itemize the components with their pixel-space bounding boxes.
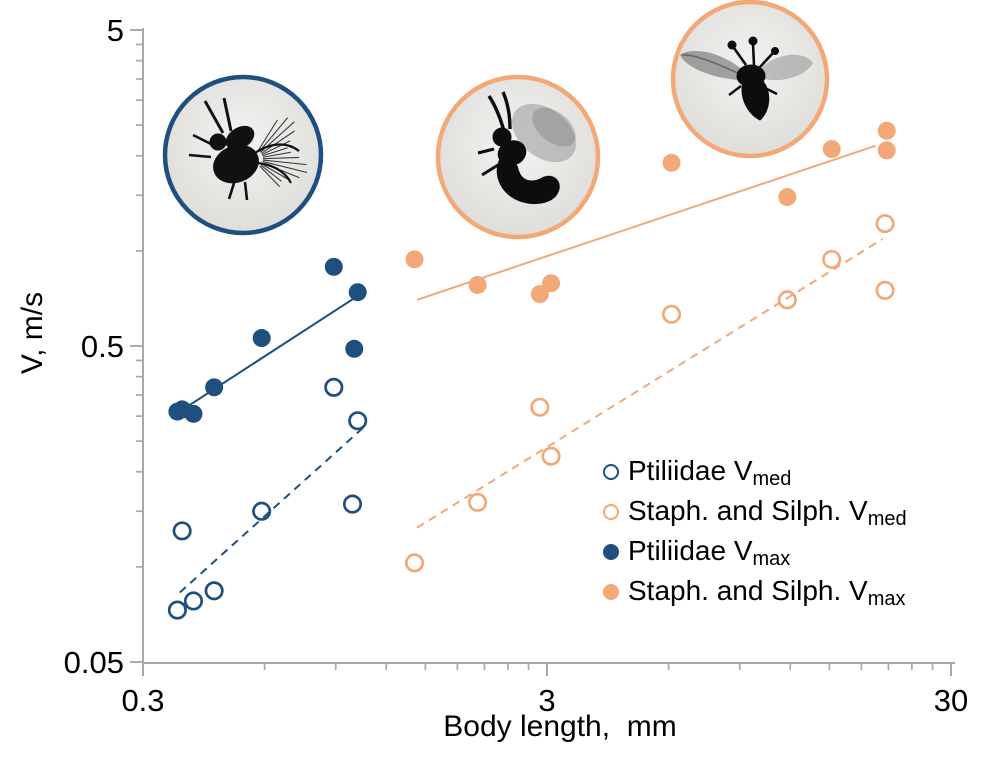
filled-circle-marker [603, 584, 619, 600]
trendlines [171, 144, 883, 594]
wing-membrane [512, 103, 576, 163]
leg [477, 147, 499, 177]
abdomen [213, 144, 259, 184]
open-circle-marker [603, 504, 619, 520]
data-point [405, 250, 424, 269]
antenna-club [771, 47, 779, 55]
legend-item-staph-and-silph-v-max: Staph. and Silph. Vmax [603, 572, 907, 612]
y-tick-label: 0.05 [64, 645, 124, 680]
series-ptiliidae-vmax [168, 257, 367, 423]
data-point [877, 121, 896, 140]
legend: Ptiliidae Vmed Staph. and Silph. Vmed Ptil… [603, 452, 907, 612]
data-point [542, 274, 561, 293]
antenna [222, 97, 233, 132]
trendline-solid-orange [416, 144, 876, 301]
leg [728, 85, 778, 96]
data-point [822, 249, 842, 269]
legend-item-staph-and-silph-v-med: Staph. and Silph. Vmed [603, 492, 907, 532]
trendline-dashed-blue [179, 427, 364, 594]
leg [227, 179, 249, 201]
data-point [875, 214, 895, 234]
legend-label-text: Ptiliidae V [628, 534, 753, 566]
series-staph-and-silph-vmed [404, 214, 895, 573]
legend-label-text: Staph. and Silph. V [628, 574, 868, 606]
data-point [348, 411, 368, 431]
head [209, 133, 227, 151]
data-point [183, 591, 204, 611]
y-axis-title: V, m/s [16, 291, 49, 375]
legend-label-subscript: med [867, 507, 907, 530]
data-point [541, 446, 561, 466]
x-tick-label: 0.3 [121, 683, 164, 718]
antenna-club [748, 36, 758, 46]
right-wing [759, 54, 813, 81]
silphidae-silhouette [727, 36, 779, 121]
axes: 0.3 3 30 5 0.5 0.05 [64, 13, 969, 718]
filled-circle-marker [603, 544, 619, 560]
wing-vein [681, 54, 743, 76]
antenna-club [727, 40, 737, 50]
data-point [348, 283, 367, 302]
legend-label: Ptiliidae Vmed [628, 454, 792, 490]
antenna [203, 100, 225, 134]
series-staph-and-silph-vmax [405, 121, 896, 304]
staphylinidae-photo [435, 74, 601, 240]
y-tick-label: 0.5 [81, 329, 124, 364]
staphylinidae-silhouette [477, 91, 560, 204]
antenna [501, 91, 512, 130]
wing-membrane [532, 107, 576, 147]
data-point [205, 378, 224, 397]
data-point [468, 275, 487, 294]
legend-item-ptiliidae-v-max: Ptiliidae Vmax [603, 532, 907, 572]
legend-label-subscript: max [752, 547, 791, 570]
data-point [324, 257, 343, 276]
data-point [877, 141, 896, 160]
legend-label-subscript: max [867, 587, 906, 610]
data-point [404, 553, 425, 573]
data-point [875, 280, 895, 300]
silphidae-photo [670, 0, 830, 159]
data-point [204, 581, 224, 601]
data-point [167, 600, 187, 620]
legend-label: Staph. and Silph. Vmed [628, 494, 907, 530]
antenna [732, 43, 774, 68]
legend-label: Staph. and Silph. Vmax [628, 574, 906, 610]
left-wing [680, 50, 744, 80]
legend-label: Ptiliidae Vmax [628, 534, 791, 570]
wing-shaft [252, 161, 292, 184]
y-tick-label: 5 [107, 13, 124, 48]
legend-label-text: Staph. and Silph. V [628, 494, 868, 526]
legend-label-text: Ptiliidae V [628, 454, 753, 486]
trendline-solid-blue [171, 295, 359, 417]
data-point [661, 304, 682, 324]
data-point [184, 404, 203, 423]
data-point [468, 492, 488, 512]
data-point [324, 377, 344, 397]
series-ptiliidae-vmed [167, 377, 368, 620]
data-point [252, 329, 271, 348]
legend-item-ptiliidae-v-med: Ptiliidae Vmed [603, 452, 907, 492]
open-circle-marker [603, 464, 619, 480]
data-point [342, 494, 363, 514]
data-point [252, 501, 272, 521]
ptiliidae-photo [162, 74, 324, 236]
x-axis-title: Body length, mm [443, 710, 677, 743]
data-point [172, 521, 192, 541]
abdomen [496, 157, 560, 204]
data-point [778, 188, 797, 207]
legend-label-subscript: med [752, 467, 792, 490]
x-tick-label: 3 [538, 683, 555, 718]
data-point [530, 397, 550, 417]
wing-shaft [254, 143, 300, 154]
trendline-dashed-orange [416, 238, 883, 529]
data-point [777, 290, 797, 310]
data-point [530, 285, 549, 304]
x-tick-label: 30 [934, 683, 968, 718]
data-point [822, 140, 841, 159]
ptiliidae-silhouette [188, 97, 259, 201]
data-point [662, 153, 681, 172]
data-point [345, 339, 364, 358]
